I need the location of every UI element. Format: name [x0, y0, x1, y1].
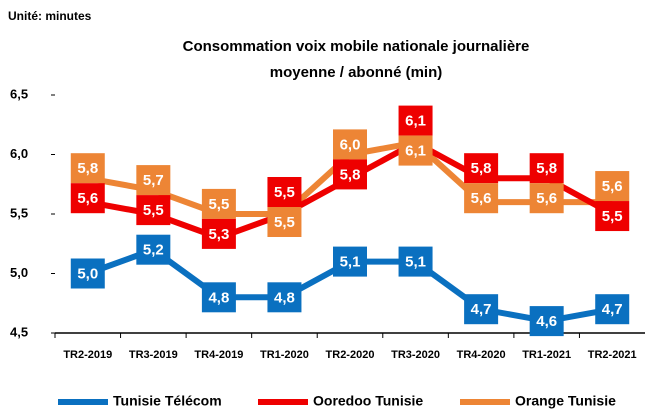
data-label: 5,8	[536, 160, 557, 177]
data-label-box	[595, 201, 630, 232]
y-tick-label: 5,0	[10, 265, 28, 280]
data-label-box	[398, 246, 433, 277]
x-tick-label: TR3-2019	[129, 349, 178, 361]
x-tick-label: TR3-2020	[391, 349, 440, 361]
data-label: 5,6	[536, 190, 557, 207]
y-tick-label: 6,0	[10, 146, 28, 161]
data-label-box	[201, 218, 236, 249]
chart-title: moyenne / abonné (min)	[270, 64, 443, 81]
legend-label: Ooredoo Tunisie	[313, 393, 423, 409]
data-label: 5,6	[471, 190, 492, 207]
data-label-box	[70, 153, 105, 184]
data-label-box	[333, 159, 367, 190]
data-label: 5,5	[208, 196, 229, 213]
data-label-box	[464, 183, 499, 214]
y-tick-label: 6,5	[10, 86, 28, 101]
x-tick-label: TR2-2021	[588, 349, 637, 361]
x-tick-label: TR2-2019	[63, 349, 112, 361]
data-label: 5,5	[602, 208, 623, 225]
data-label-box	[136, 195, 171, 226]
data-label: 5,8	[340, 166, 361, 183]
data-label-box	[529, 306, 564, 337]
data-label-box	[267, 207, 302, 237]
data-label: 5,3	[208, 226, 229, 243]
data-label-box	[595, 294, 630, 325]
data-label-box	[464, 153, 499, 184]
data-label: 5,1	[405, 254, 426, 271]
data-label-box	[70, 258, 105, 289]
data-label: 5,8	[77, 160, 98, 177]
data-label: 5,2	[143, 242, 164, 259]
data-label-box	[398, 105, 433, 136]
x-tick-label: TR4-2019	[194, 349, 243, 361]
data-label-box	[333, 129, 367, 160]
data-label: 4,8	[274, 289, 295, 306]
data-label-box	[464, 294, 499, 325]
data-label: 6,1	[405, 143, 426, 160]
x-tick-label: TR1-2020	[260, 349, 309, 361]
data-label-box	[136, 165, 171, 196]
y-tick-label: 4,5	[10, 324, 28, 339]
x-tick-label: TR1-2021	[522, 349, 571, 361]
data-label: 5,6	[77, 190, 98, 207]
unit-label: Unité: minutes	[8, 9, 92, 23]
data-label: 5,5	[274, 214, 295, 231]
data-label-box	[70, 183, 105, 214]
data-label: 4,7	[602, 301, 623, 318]
data-label-box	[201, 282, 236, 313]
data-label-box	[136, 234, 171, 265]
data-label: 4,8	[208, 289, 229, 306]
data-label: 5,7	[143, 172, 164, 189]
data-label: 5,1	[340, 254, 361, 271]
data-label: 4,7	[471, 301, 492, 318]
data-label: 5,6	[602, 178, 623, 195]
data-label: 5,5	[274, 184, 295, 201]
data-label-box	[267, 177, 302, 207]
y-tick-label: 5,5	[10, 205, 28, 220]
data-label: 6,0	[340, 136, 361, 153]
data-label: 5,5	[143, 202, 164, 219]
data-label: 5,8	[471, 160, 492, 177]
data-label: 6,1	[405, 113, 426, 130]
data-label: 4,6	[536, 313, 557, 330]
data-label-box	[398, 135, 433, 166]
legend-label: Orange Tunisie	[515, 393, 616, 409]
data-label-box	[529, 153, 564, 184]
x-tick-label: TR4-2020	[457, 349, 506, 361]
data-label-box	[529, 183, 564, 214]
chart-title: Consommation voix mobile nationale journ…	[183, 38, 530, 55]
x-tick-label: TR2-2020	[326, 349, 375, 361]
data-label-box	[267, 282, 302, 313]
data-label-box	[333, 246, 367, 277]
legend-label: Tunisie Télécom	[113, 393, 222, 409]
data-label-box	[595, 171, 630, 202]
data-label: 5,0	[77, 265, 98, 282]
data-label-box	[201, 188, 236, 219]
